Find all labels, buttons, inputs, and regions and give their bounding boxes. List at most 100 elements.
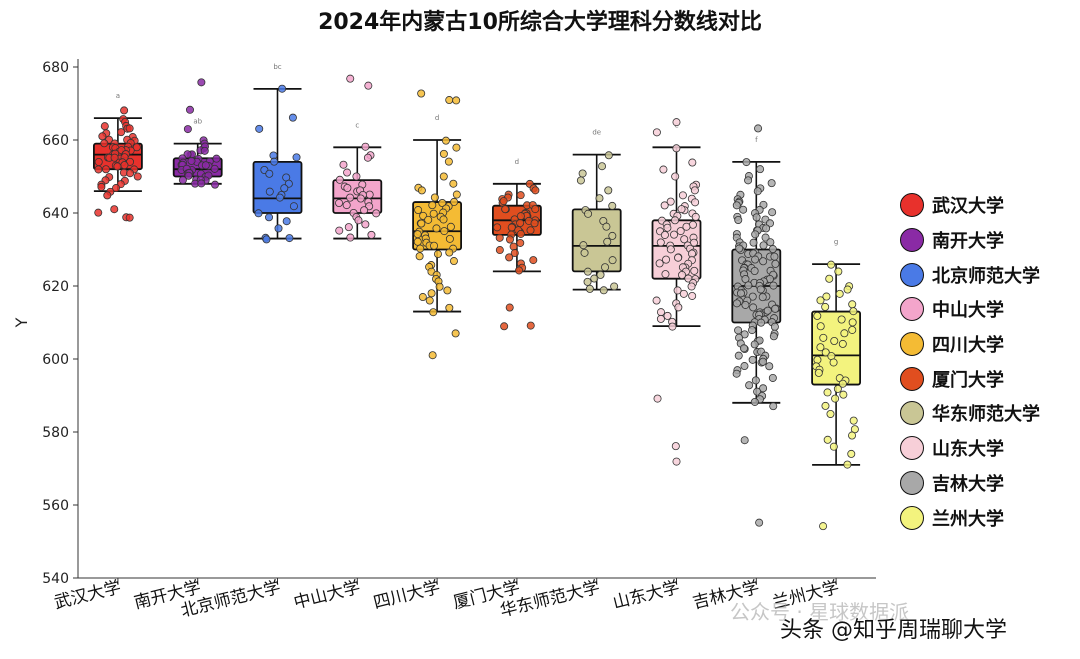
data-point xyxy=(289,202,298,211)
legend-label: 武汉大学 xyxy=(932,196,1004,218)
data-point xyxy=(819,333,828,342)
data-point xyxy=(435,282,444,291)
data-point xyxy=(660,201,669,210)
data-point xyxy=(120,106,129,115)
data-point xyxy=(439,172,448,181)
data-point xyxy=(816,343,825,352)
y-tick-label: 580 xyxy=(42,425,69,441)
data-point xyxy=(608,256,617,265)
watermark-text: 公众号 · 星球数据派 xyxy=(730,600,910,624)
legend-item: 四川大学 xyxy=(900,327,1040,362)
data-point xyxy=(825,274,834,283)
data-point xyxy=(671,442,680,451)
data-point xyxy=(751,376,760,385)
data-point xyxy=(687,249,696,258)
data-point xyxy=(656,238,665,247)
data-point xyxy=(200,146,209,155)
data-point xyxy=(603,237,612,246)
legend-label: 厦门大学 xyxy=(932,369,1004,391)
data-point xyxy=(178,176,187,185)
plot-area: aabbccdddeefg xyxy=(93,63,861,531)
data-point xyxy=(596,270,605,279)
legend-swatch xyxy=(900,193,924,218)
data-point xyxy=(97,182,106,191)
data-point xyxy=(579,241,588,250)
legend-label: 山东大学 xyxy=(932,439,1004,461)
data-point xyxy=(829,358,838,367)
data-point xyxy=(663,311,672,320)
data-point xyxy=(749,303,758,312)
legend-item: 北京师范大学 xyxy=(900,257,1040,292)
data-point xyxy=(838,339,847,348)
data-point xyxy=(666,245,675,254)
data-point xyxy=(270,157,279,166)
data-point xyxy=(346,193,355,202)
data-point xyxy=(767,179,776,188)
data-point xyxy=(752,213,761,222)
data-point xyxy=(668,322,677,331)
data-point xyxy=(744,176,753,185)
significance-letter: d xyxy=(435,114,439,122)
data-point xyxy=(265,187,274,196)
data-point xyxy=(666,197,675,206)
data-point xyxy=(682,222,691,231)
significance-letter: ab xyxy=(193,118,202,126)
data-point xyxy=(748,355,757,364)
data-point xyxy=(763,306,772,315)
data-point xyxy=(688,291,697,300)
data-point xyxy=(112,184,121,193)
data-point xyxy=(678,271,687,280)
data-point xyxy=(361,220,370,229)
data-point xyxy=(755,518,764,527)
legend-label: 中山大学 xyxy=(932,300,1004,322)
y-tick-label: 680 xyxy=(42,60,69,76)
data-point xyxy=(748,326,757,335)
data-point xyxy=(750,397,759,406)
data-point xyxy=(849,307,858,316)
data-point xyxy=(352,172,361,181)
data-point xyxy=(433,250,442,259)
data-point xyxy=(125,124,134,133)
data-point xyxy=(835,289,844,298)
legend-item: 南开大学 xyxy=(900,223,1040,258)
data-point xyxy=(753,387,762,396)
data-point xyxy=(335,199,344,208)
data-point xyxy=(505,303,514,312)
data-point xyxy=(510,249,519,258)
data-point xyxy=(759,241,768,250)
data-point xyxy=(691,212,700,221)
x-tick-label: 四川大学 xyxy=(371,577,442,613)
data-point xyxy=(821,302,830,311)
data-point xyxy=(740,362,749,371)
data-point xyxy=(676,227,685,236)
data-point xyxy=(425,296,434,305)
data-point xyxy=(110,153,119,162)
significance-letter: f xyxy=(755,136,758,144)
data-point xyxy=(758,357,767,366)
data-point xyxy=(274,224,283,233)
data-point xyxy=(516,219,525,228)
data-point xyxy=(745,381,754,390)
data-point xyxy=(831,394,840,403)
data-point xyxy=(415,252,424,261)
data-point xyxy=(734,326,743,335)
data-point xyxy=(677,205,686,214)
y-tick-label: 540 xyxy=(42,571,69,587)
data-point xyxy=(830,337,839,346)
legend-label: 吉林大学 xyxy=(932,473,1004,495)
data-point xyxy=(814,368,823,377)
data-point xyxy=(452,143,461,152)
data-point xyxy=(672,457,681,466)
data-point xyxy=(769,332,778,341)
data-point xyxy=(275,193,284,202)
data-point xyxy=(750,340,759,349)
data-point xyxy=(816,322,825,331)
data-point xyxy=(120,161,129,170)
data-point xyxy=(445,248,454,257)
data-point xyxy=(756,285,765,294)
data-point xyxy=(758,293,767,302)
data-point xyxy=(445,303,454,312)
data-point xyxy=(526,321,535,330)
data-point xyxy=(672,118,681,127)
data-point xyxy=(94,208,103,217)
